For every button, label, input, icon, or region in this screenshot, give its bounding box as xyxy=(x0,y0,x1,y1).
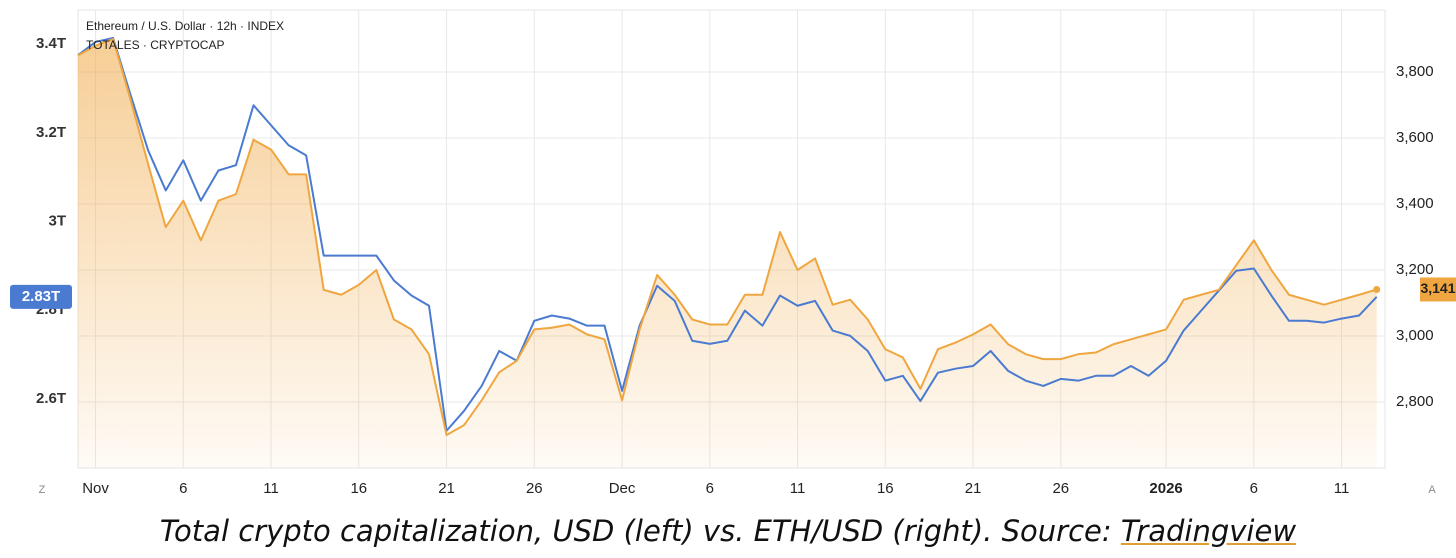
y2-tick-label: 3,400 xyxy=(1396,195,1434,212)
y2-tick-label: 3,000 xyxy=(1396,327,1434,344)
x-tick-label: 16 xyxy=(877,480,894,497)
y-tick-label: 3T xyxy=(48,212,66,229)
x-tick-label: 11 xyxy=(790,480,806,497)
x-tick-label: 6 xyxy=(1250,480,1258,497)
y2-tick-label: 3,200 xyxy=(1396,261,1434,278)
value-label: 3,141 xyxy=(1420,280,1455,296)
end-dot xyxy=(1373,285,1381,293)
x-tick-label: 11 xyxy=(263,480,279,497)
y2-tick-label: 3,800 xyxy=(1396,63,1434,80)
x-tick-label: Dec xyxy=(609,480,636,497)
value-tag xyxy=(1420,277,1456,302)
x-tick-label: 6 xyxy=(706,480,714,497)
scale-button[interactable]: Z xyxy=(39,484,46,496)
x-tick-label: 26 xyxy=(1052,480,1069,497)
x-tick-label: 2026 xyxy=(1149,480,1182,497)
x-tick-label: Nov xyxy=(82,480,109,497)
y2-tick-label: 2,800 xyxy=(1396,393,1434,410)
y-tick-label: 3.4T xyxy=(36,35,66,52)
caption-text: Total crypto capitalization, USD (left) … xyxy=(159,514,1112,548)
scale-button[interactable]: A xyxy=(1428,484,1436,496)
area xyxy=(78,39,1377,468)
x-tick-label: 21 xyxy=(438,480,455,497)
line xyxy=(77,36,1378,432)
legend-entry: Ethereum / U.S. Dollar · 12h · INDEX xyxy=(86,19,284,33)
caption: Total crypto capitalization, USD (left) … xyxy=(0,514,1456,548)
x-tick-label: 21 xyxy=(965,480,982,497)
x-tick-label: 16 xyxy=(350,480,367,497)
line xyxy=(77,38,1377,437)
x-tick-label: 6 xyxy=(179,480,187,497)
chart: Ethereum / U.S. Dollar · 12h · INDEX TOT… xyxy=(10,9,1456,497)
legend-entry: TOTALES · CRYPTOCAP xyxy=(86,38,224,52)
y-tick-label: 3.2T xyxy=(36,124,66,141)
x-tick-label: 11 xyxy=(1334,480,1350,497)
value-label: 2.83T xyxy=(22,288,60,305)
source-link[interactable]: Tradingview xyxy=(1120,514,1297,548)
value-tag xyxy=(10,284,72,309)
y2-tick-label: 3,600 xyxy=(1396,129,1434,146)
x-tick-label: 26 xyxy=(526,480,543,497)
y-tick-label: 2.6T xyxy=(36,390,66,407)
